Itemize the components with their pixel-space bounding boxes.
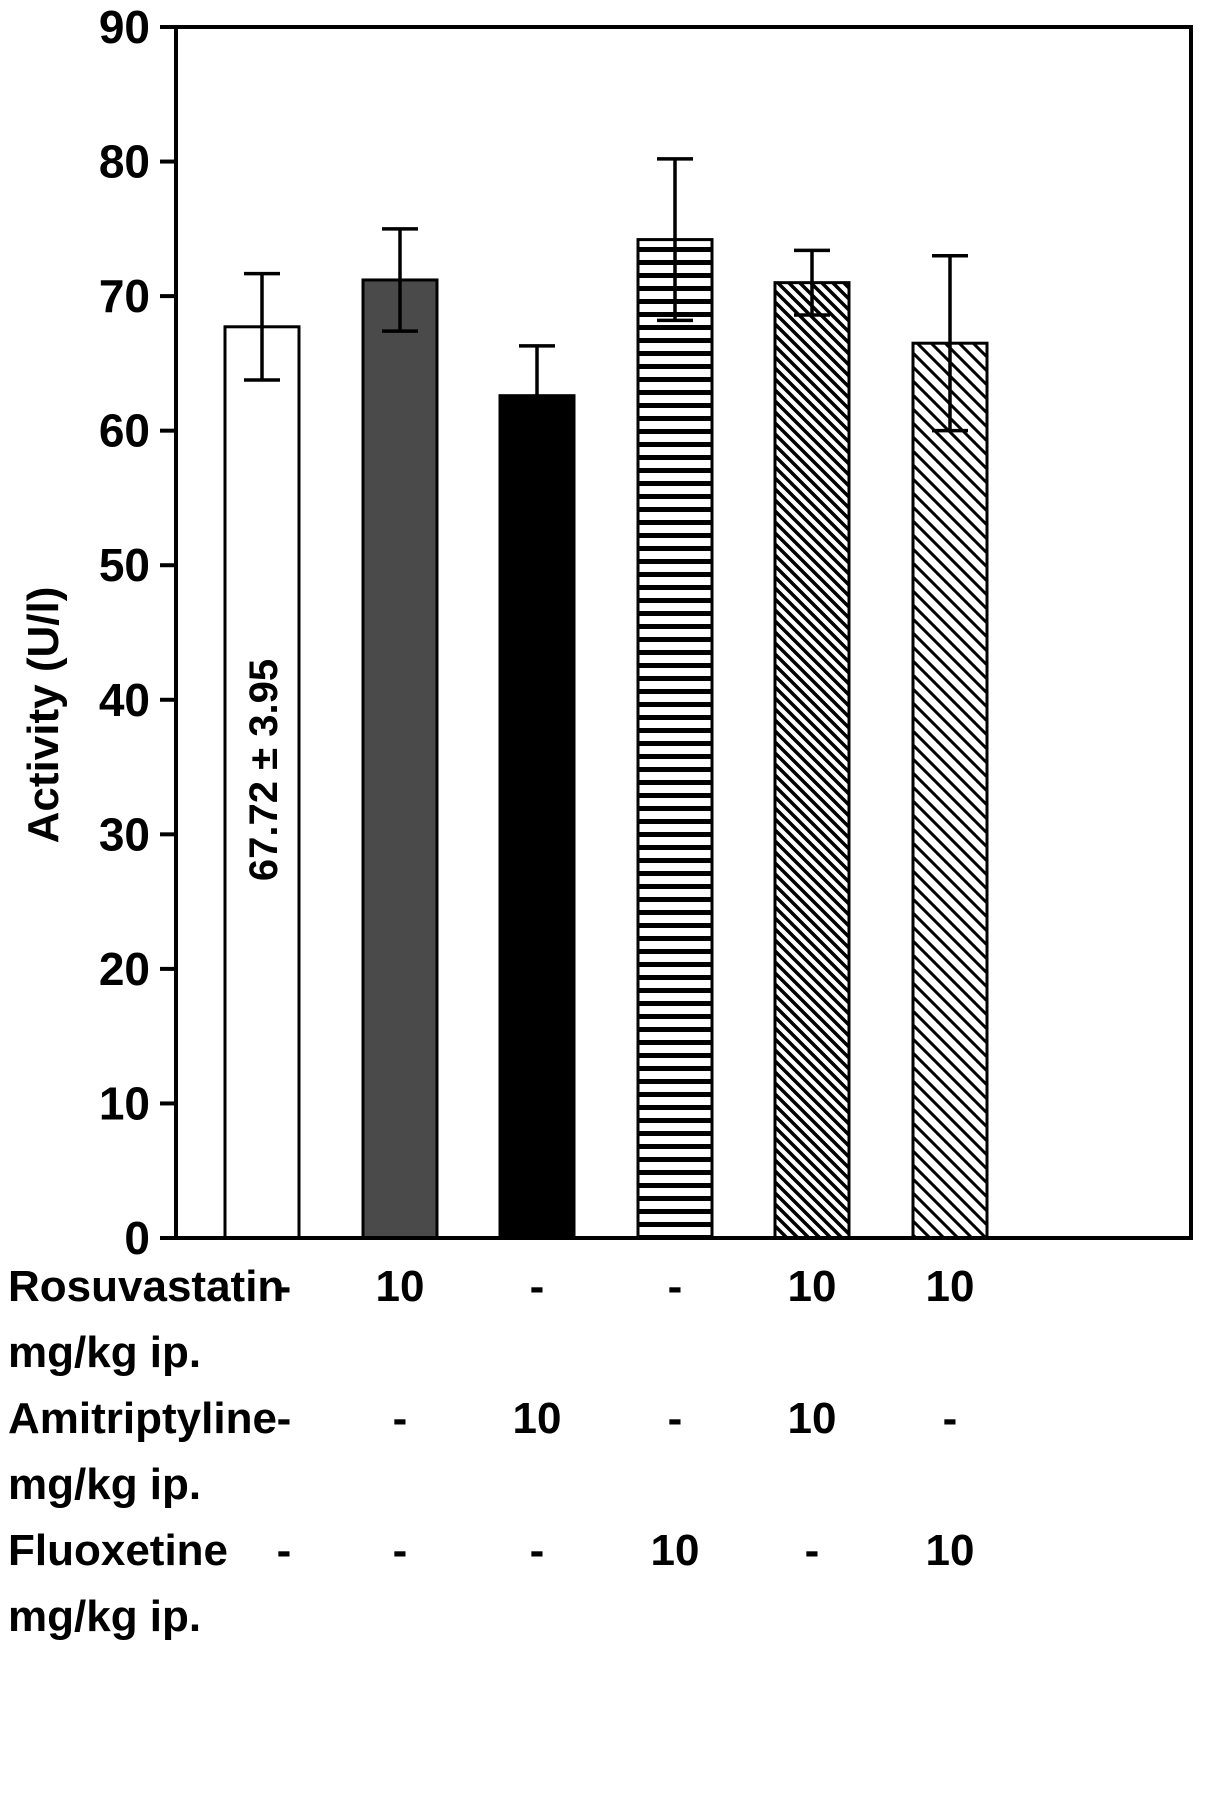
y-axis-tick-label: 0 — [124, 1212, 150, 1264]
y-axis-tick-label: 90 — [99, 1, 150, 53]
y-axis-tick-label: 30 — [99, 808, 150, 860]
dose-row-label: Rosuvastatin — [8, 1262, 284, 1311]
bar — [911, 341, 989, 1240]
dose-row-label: Fluoxetine — [8, 1526, 228, 1575]
dose-value: - — [393, 1394, 408, 1443]
dose-value: 10 — [651, 1526, 700, 1575]
y-axis-tick-label: 20 — [99, 943, 150, 995]
dose-value: - — [805, 1526, 820, 1575]
plot-border — [174, 25, 1193, 1240]
y-axis-tick-label: 40 — [99, 674, 150, 726]
dose-row-unit: mg/kg ip. — [8, 1460, 201, 1509]
y-axis-tick-label: 70 — [99, 270, 150, 322]
bar — [361, 278, 439, 1240]
error-bar — [794, 248, 830, 317]
dose-value: - — [943, 1394, 958, 1443]
dose-value: 10 — [376, 1262, 425, 1311]
dose-value: - — [530, 1262, 545, 1311]
bar-value-label: 67.72 ± 3.95 — [242, 659, 286, 881]
bar — [636, 238, 714, 1240]
y-axis-tick-label: 50 — [99, 539, 150, 591]
error-bar — [519, 344, 555, 448]
dose-row-unit: mg/kg ip. — [8, 1328, 201, 1377]
dose-value: - — [277, 1394, 292, 1443]
error-bar — [657, 157, 693, 323]
dose-value: 10 — [513, 1394, 562, 1443]
y-axis-tick-label: 80 — [99, 136, 150, 188]
error-bar — [932, 253, 968, 433]
y-axis-tick-label: 60 — [99, 405, 150, 457]
dose-value: 10 — [788, 1262, 837, 1311]
dose-value: 10 — [926, 1526, 975, 1575]
dose-value: - — [668, 1394, 683, 1443]
bar — [498, 394, 576, 1240]
dose-value: - — [668, 1262, 683, 1311]
dose-value: 10 — [926, 1262, 975, 1311]
dose-value: 10 — [788, 1394, 837, 1443]
error-bar — [244, 271, 280, 382]
error-bar — [382, 227, 418, 333]
dose-row-unit: mg/kg ip. — [8, 1592, 201, 1641]
y-axis-title: Activity (U/l) — [19, 587, 68, 844]
dose-value: - — [530, 1526, 545, 1575]
bar — [773, 281, 851, 1240]
dose-value: - — [277, 1262, 292, 1311]
y-axis-tick-label: 10 — [99, 1077, 150, 1129]
dose-row-label: Amitriptyline — [8, 1394, 277, 1443]
dose-value: - — [277, 1526, 292, 1575]
dose-value: - — [393, 1526, 408, 1575]
